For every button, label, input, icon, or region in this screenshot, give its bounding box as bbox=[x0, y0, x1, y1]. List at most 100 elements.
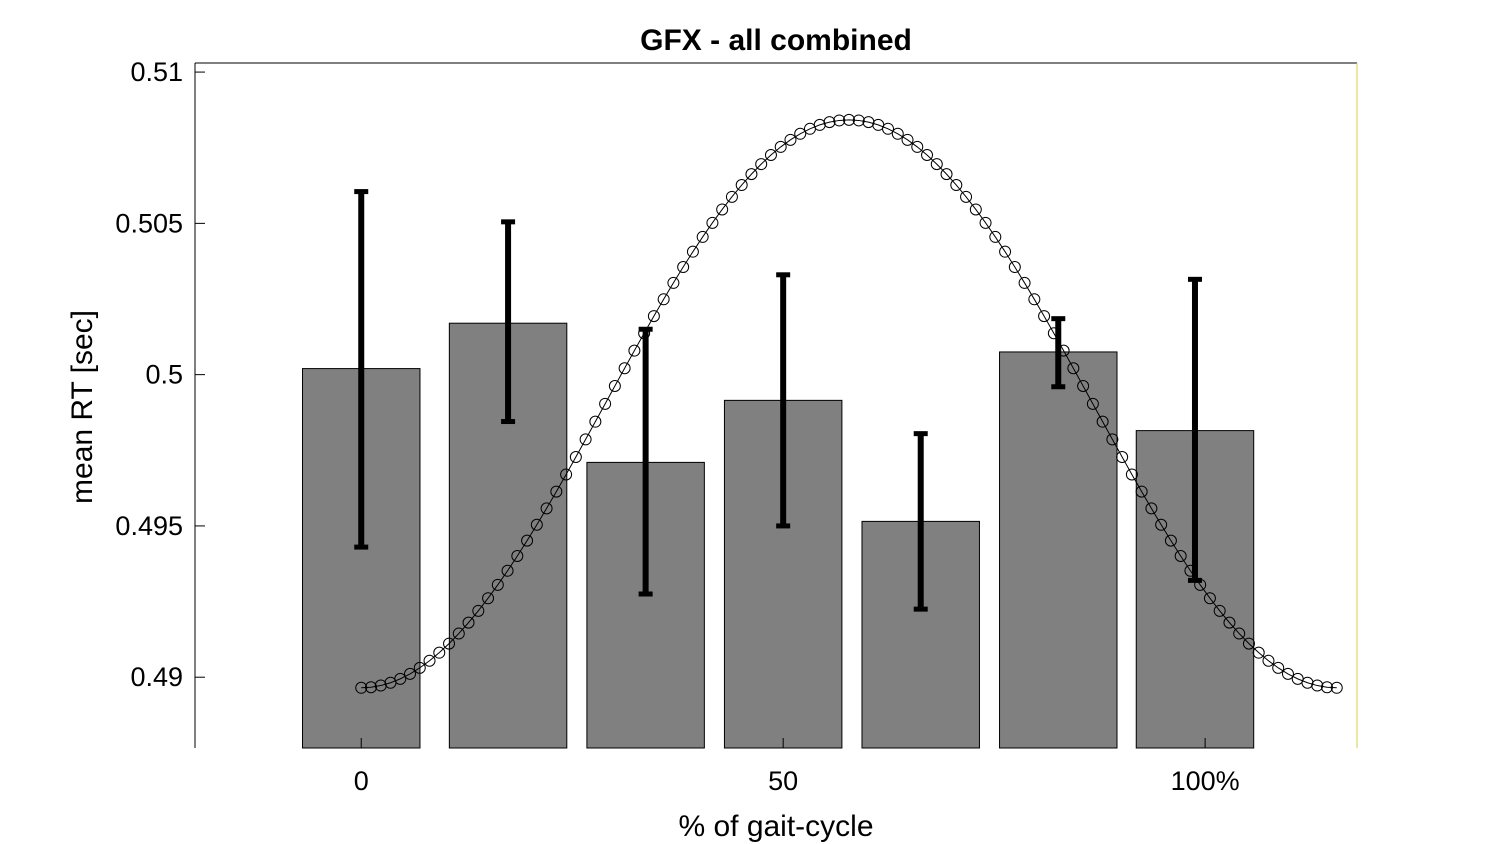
curve-point-77 bbox=[1106, 433, 1119, 446]
curve-point-25 bbox=[599, 397, 612, 410]
curve-point-85 bbox=[1184, 564, 1197, 577]
curve-point-4 bbox=[394, 672, 407, 685]
curve-point-32 bbox=[667, 276, 680, 289]
curve-point-14 bbox=[491, 578, 504, 591]
curve-point-6 bbox=[413, 661, 426, 674]
curve-point-75 bbox=[1086, 397, 1099, 410]
curve-point-48 bbox=[823, 116, 836, 129]
curve-point-15 bbox=[501, 564, 514, 577]
curve-point-100 bbox=[1330, 681, 1343, 694]
curve-point-68 bbox=[1018, 276, 1031, 289]
bar-5 bbox=[999, 351, 1118, 749]
curve-point-60 bbox=[940, 168, 953, 181]
curve-point-16 bbox=[511, 549, 524, 562]
curve-point-65 bbox=[989, 230, 1002, 243]
curve-point-10 bbox=[452, 627, 465, 640]
curve-point-86 bbox=[1194, 578, 1207, 591]
curve-point-40 bbox=[745, 168, 758, 181]
curve-point-28 bbox=[628, 344, 641, 357]
error-bars-layer bbox=[354, 189, 1202, 612]
curve-point-94 bbox=[1272, 661, 1285, 674]
curve-point-5 bbox=[404, 667, 417, 680]
curve-point-34 bbox=[686, 245, 699, 258]
curve-point-93 bbox=[1262, 654, 1275, 667]
y-tick-label-4: 0.51 bbox=[130, 57, 183, 87]
curve-point-87 bbox=[1203, 592, 1216, 605]
curve-point-1 bbox=[364, 681, 377, 694]
curve-point-31 bbox=[657, 293, 670, 306]
curve-point-18 bbox=[530, 518, 543, 531]
curve-point-22 bbox=[569, 451, 582, 464]
curve-point-58 bbox=[921, 149, 934, 162]
curve-point-12 bbox=[472, 604, 485, 617]
curve-point-59 bbox=[930, 158, 943, 171]
curve-point-82 bbox=[1155, 518, 1168, 531]
curve-point-51 bbox=[852, 114, 865, 127]
curve-point-67 bbox=[1008, 261, 1021, 274]
curve-point-8 bbox=[433, 646, 446, 659]
curve-point-24 bbox=[589, 415, 602, 428]
y-tick-label-0: 0.49 bbox=[130, 662, 183, 692]
curve-point-69 bbox=[1028, 293, 1041, 306]
curve-point-98 bbox=[1311, 679, 1324, 692]
curve-point-30 bbox=[647, 310, 660, 323]
x-tick-label-0: 0 bbox=[354, 766, 369, 796]
curve-point-42 bbox=[764, 149, 777, 162]
x-tick-label-1: 50 bbox=[768, 766, 798, 796]
y-tick-label-3: 0.505 bbox=[115, 208, 183, 238]
curve-point-80 bbox=[1135, 485, 1148, 498]
curve-point-83 bbox=[1164, 534, 1177, 547]
curve-point-13 bbox=[482, 592, 495, 605]
curve-point-11 bbox=[462, 616, 475, 629]
curve-layer bbox=[355, 113, 1343, 694]
curve-point-56 bbox=[901, 133, 914, 146]
curve-point-88 bbox=[1213, 604, 1226, 617]
curve-point-70 bbox=[1038, 310, 1051, 323]
curve-point-41 bbox=[755, 158, 768, 171]
curve-point-9 bbox=[443, 637, 456, 650]
curve-point-39 bbox=[735, 179, 748, 192]
curve-point-79 bbox=[1125, 468, 1138, 481]
curve-point-44 bbox=[784, 133, 797, 146]
curve-point-81 bbox=[1145, 502, 1158, 515]
curve-point-27 bbox=[618, 362, 631, 375]
curve-point-50 bbox=[842, 113, 855, 126]
bars-layer bbox=[302, 322, 1255, 749]
curve-point-76 bbox=[1096, 415, 1109, 428]
curve-point-63 bbox=[969, 203, 982, 216]
curve-point-66 bbox=[999, 245, 1012, 258]
curve-point-78 bbox=[1116, 451, 1129, 464]
curve-point-72 bbox=[1057, 344, 1070, 357]
x-tick-label-2: 100% bbox=[1171, 766, 1240, 796]
curve-point-89 bbox=[1223, 616, 1236, 629]
curve-point-29 bbox=[638, 327, 651, 340]
curve-point-45 bbox=[794, 127, 807, 140]
curve-point-49 bbox=[833, 114, 846, 127]
curve-point-23 bbox=[579, 433, 592, 446]
curve-point-0 bbox=[355, 681, 368, 694]
curve-point-74 bbox=[1077, 380, 1090, 393]
curve-point-38 bbox=[725, 190, 738, 203]
curve-point-21 bbox=[560, 468, 573, 481]
curve-point-62 bbox=[960, 190, 973, 203]
curve-point-64 bbox=[979, 216, 992, 229]
curve-point-37 bbox=[716, 203, 729, 216]
curve-point-20 bbox=[550, 485, 563, 498]
x-axis-label: % of gait-cycle bbox=[678, 810, 873, 843]
curve-point-19 bbox=[540, 502, 553, 515]
curve-line bbox=[361, 119, 1337, 689]
curve-point-36 bbox=[706, 216, 719, 229]
curve-point-54 bbox=[882, 122, 895, 135]
curve-point-95 bbox=[1281, 667, 1294, 680]
curve-point-99 bbox=[1320, 681, 1333, 694]
curve-point-57 bbox=[911, 140, 924, 153]
curve-point-17 bbox=[521, 534, 534, 547]
axes-layer: 0.49 0.495 0.5 0.505 0.51 0 50 100% bbox=[115, 57, 1358, 796]
y-tick-label-2: 0.5 bbox=[145, 360, 183, 390]
y-tick-label-1: 0.495 bbox=[115, 511, 183, 541]
curve-point-84 bbox=[1174, 549, 1187, 562]
curve-point-61 bbox=[950, 179, 963, 192]
curve-point-55 bbox=[891, 127, 904, 140]
curve-point-26 bbox=[608, 380, 621, 393]
